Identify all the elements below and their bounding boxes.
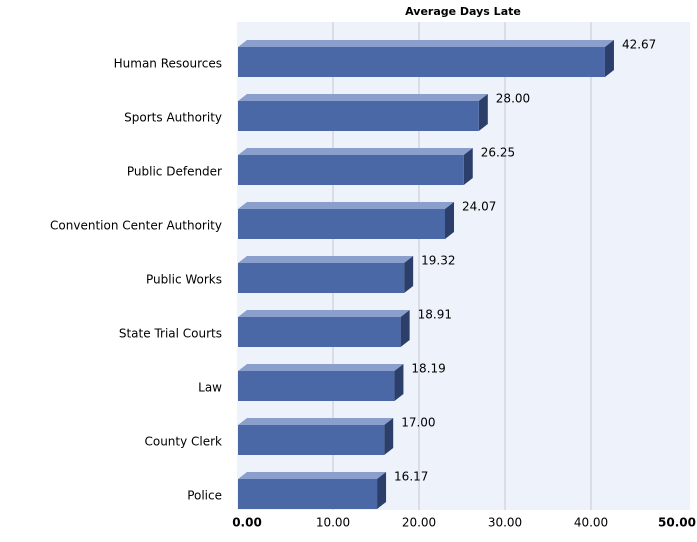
value-label: 18.19 bbox=[411, 362, 445, 376]
bar-side bbox=[400, 310, 410, 347]
bar-top bbox=[238, 472, 387, 479]
bar-front bbox=[238, 371, 395, 401]
category-label: Law bbox=[198, 381, 222, 395]
x-tick-label: 10.00 bbox=[316, 516, 350, 530]
bar-side bbox=[445, 202, 455, 239]
x-tick-label: 50.00 bbox=[658, 516, 696, 530]
value-label: 24.07 bbox=[462, 200, 496, 214]
bar-side bbox=[384, 418, 394, 455]
bar-top bbox=[238, 418, 394, 425]
category-label: Police bbox=[187, 489, 222, 503]
bar-side bbox=[604, 40, 614, 77]
bar-side bbox=[377, 472, 387, 509]
bar bbox=[238, 94, 488, 131]
bar-top bbox=[238, 40, 614, 47]
bar-side bbox=[394, 364, 404, 401]
bar bbox=[238, 364, 404, 401]
bar-top bbox=[238, 94, 488, 101]
bar bbox=[238, 310, 410, 347]
bar-top bbox=[238, 202, 455, 209]
bar-front bbox=[238, 155, 464, 185]
category-label: Human Resources bbox=[114, 57, 222, 71]
bar-front bbox=[238, 425, 385, 455]
bar bbox=[238, 148, 473, 185]
bar-top bbox=[238, 310, 410, 317]
bar bbox=[238, 256, 414, 293]
chart-title: Average Days Late bbox=[405, 5, 521, 18]
bar-front bbox=[238, 101, 479, 131]
x-tick-label: 20.00 bbox=[402, 516, 436, 530]
value-label: 17.00 bbox=[401, 416, 435, 430]
value-label: 26.25 bbox=[481, 146, 515, 160]
category-label: Sports Authority bbox=[124, 111, 222, 125]
category-label: Convention Center Authority bbox=[50, 219, 222, 233]
bar-front bbox=[238, 209, 446, 239]
bar bbox=[238, 40, 614, 77]
bar-side bbox=[478, 94, 488, 131]
bar-top bbox=[238, 364, 404, 371]
value-label: 19.32 bbox=[421, 254, 455, 268]
category-label: Public Defender bbox=[127, 165, 222, 179]
x-tick-label: 0.00 bbox=[232, 516, 262, 530]
bar-side bbox=[463, 148, 473, 185]
category-label: County Clerk bbox=[144, 435, 222, 449]
bar-front bbox=[238, 479, 378, 509]
bar-front bbox=[238, 317, 401, 347]
bar-front bbox=[238, 263, 405, 293]
category-label: State Trial Courts bbox=[119, 327, 222, 341]
x-tick-label: 40.00 bbox=[574, 516, 608, 530]
bar-top bbox=[238, 148, 473, 155]
value-label: 18.91 bbox=[418, 308, 452, 322]
category-label: Public Works bbox=[146, 273, 222, 287]
value-label: 42.67 bbox=[622, 38, 656, 52]
bar-front bbox=[238, 47, 605, 77]
bar bbox=[238, 418, 394, 455]
bar bbox=[238, 202, 455, 239]
value-label: 16.17 bbox=[394, 470, 428, 484]
bar-top bbox=[238, 256, 414, 263]
value-label: 28.00 bbox=[496, 92, 530, 106]
x-tick-label: 30.00 bbox=[488, 516, 522, 530]
bar bbox=[238, 472, 387, 509]
bar-side bbox=[404, 256, 414, 293]
